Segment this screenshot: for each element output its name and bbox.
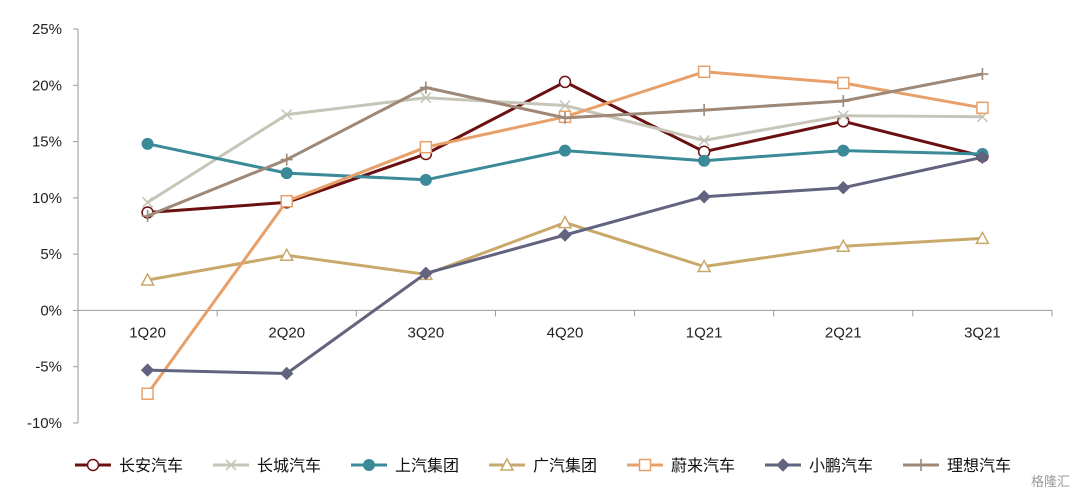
legend-label: 蔚来汽车 [671,457,735,475]
legend-marker [638,458,652,472]
data-point [419,140,433,154]
data-point [558,228,572,242]
data-point [976,68,989,81]
legend-label: 长安汽车 [119,457,183,475]
series-6 [140,150,990,381]
data-point [837,144,850,157]
data-point [419,266,433,280]
legend-marker [776,458,790,472]
legend-marker [499,457,515,471]
data-point [559,99,571,112]
x-tick-label: 4Q20 [547,324,584,341]
data-point [141,387,154,400]
x-tick-label: 2Q20 [268,324,305,341]
data-point [419,173,432,186]
data-point [697,65,711,79]
data-point [280,366,294,381]
data-point [975,230,990,245]
x-tick-label: 1Q21 [686,324,723,341]
data-point [975,150,990,165]
data-point [976,101,989,115]
legend-marker [86,458,100,472]
data-point [698,104,711,117]
data-point [558,75,572,89]
series-3 [141,137,989,186]
data-point [419,81,432,94]
legend-item: 长安汽车 [75,457,183,475]
y-tick-label: 25% [32,21,62,38]
x-tick-label: 3Q20 [408,324,445,341]
legend-item: 广汽集团 [489,457,597,475]
chart-axes: -10% -5% 0% 5% 10% 15% 20% 25% 1Q20 2Q20 3Q20 4Q20 1… [27,21,1053,432]
legend-item: 上汽集团 [351,457,459,475]
y-tick-label: 0% [40,302,62,319]
legend-label: 长城汽车 [257,457,321,475]
data-point [281,108,293,121]
y-tick-label: 20% [32,77,62,94]
data-point [559,111,571,124]
legend-label: 理想汽车 [947,457,1011,475]
data-point [140,363,155,377]
data-point [697,190,711,204]
chart-series-group [140,65,990,400]
data-point [837,110,849,122]
data-point [837,76,850,90]
legend-label: 广汽集团 [533,457,597,475]
data-point [698,154,711,167]
data-point [280,153,293,166]
series-7 [141,68,989,222]
data-point [279,247,294,262]
data-point [280,194,293,208]
legend-marker [915,459,927,471]
legend-item: 理想汽车 [903,457,1011,475]
y-tick-label: 15% [32,134,62,151]
legend-label: 上汽集团 [395,457,459,475]
y-tick-label: -10% [27,415,62,432]
chart-legend: 长安汽车 长城汽车 上汽集团 广汽集团 蔚来汽车 小鹏汽车 理想汽车 [75,457,1011,475]
legend-item: 蔚来汽车 [627,457,735,475]
x-tick-label: 2Q21 [825,324,862,341]
series-4 [140,215,990,286]
data-point [141,209,154,222]
legend-item: 长城汽车 [213,457,321,475]
y-tick-label: 10% [32,190,62,207]
legend-item: 小鹏汽车 [765,457,873,475]
data-point [140,272,155,286]
watermark-text: 格隆汇 [1030,475,1070,490]
x-tick-label: 3Q21 [964,324,1001,341]
data-point [837,95,850,108]
x-tick-label: 1Q20 [129,324,166,341]
data-point [141,137,154,150]
legend-marker [363,459,375,471]
data-point [142,196,154,208]
y-tick-label: 5% [40,246,62,263]
data-point [696,258,712,273]
legend-label: 小鹏汽车 [809,457,873,475]
y-tick-label: -5% [35,359,62,376]
data-point [559,144,571,157]
data-point [557,215,573,229]
legend-marker [225,459,237,471]
data-point [836,181,850,195]
data-point [698,134,710,147]
data-point [420,92,432,104]
data-point [836,238,851,253]
data-point [280,167,293,180]
